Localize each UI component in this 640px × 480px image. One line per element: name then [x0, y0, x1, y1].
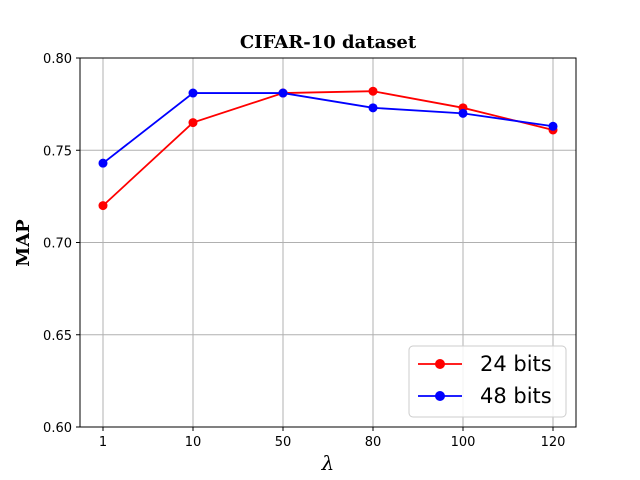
legend: 24 bits 48 bits — [408, 345, 567, 418]
data-point — [278, 88, 288, 98]
x-tick-label: 50 — [275, 435, 292, 450]
tick-layer: 1 10 50 80 100 120 0.60 0.65 0.70 0.75 0.80 — [43, 52, 565, 450]
legend-swatch-marker — [435, 359, 445, 369]
y-tick-label: 0.65 — [43, 329, 72, 344]
data-point — [98, 158, 108, 168]
data-point — [98, 201, 108, 211]
x-tick-label: 1 — [99, 435, 107, 450]
data-point — [368, 86, 378, 96]
series-1 — [98, 86, 558, 211]
legend-label: 48 bits — [480, 384, 552, 408]
x-tick-label: 80 — [365, 435, 382, 450]
y-tick-label: 0.60 — [43, 421, 72, 436]
chart-title: CIFAR-10 dataset — [240, 32, 417, 53]
legend-swatch-marker — [435, 391, 445, 401]
data-point — [548, 121, 558, 131]
y-tick-label: 0.75 — [43, 144, 72, 159]
y-axis-label: MAP — [13, 219, 34, 267]
series-line — [102, 90, 554, 207]
y-tick-label: 0.70 — [43, 237, 72, 252]
x-tick-label: 10 — [185, 435, 202, 450]
data-point — [368, 103, 378, 113]
legend-label: 24 bits — [480, 352, 552, 376]
data-point — [458, 108, 468, 118]
series-2 — [98, 88, 558, 168]
series-layer — [98, 86, 558, 211]
data-point — [188, 118, 198, 128]
series-line — [102, 92, 554, 164]
x-tick-label: 100 — [451, 435, 476, 450]
x-tick-label: 120 — [541, 435, 566, 450]
data-point — [188, 88, 198, 98]
x-axis-label: λ — [321, 451, 335, 475]
y-tick-label: 0.80 — [43, 52, 72, 67]
